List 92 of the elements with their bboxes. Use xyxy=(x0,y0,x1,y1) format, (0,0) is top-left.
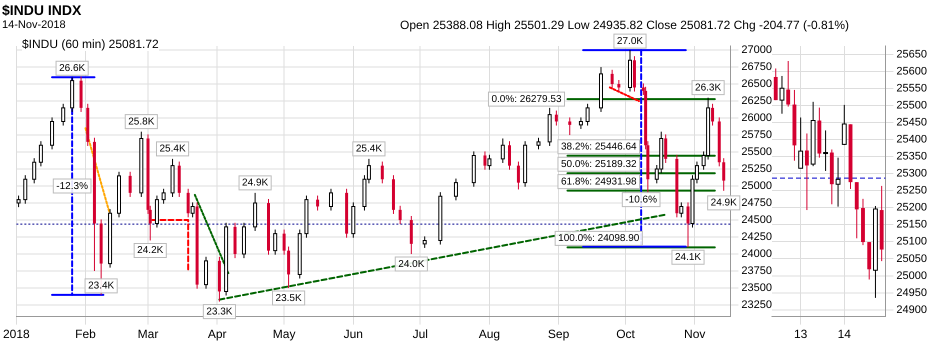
annotation: 24.1K xyxy=(674,252,702,263)
y-tick-label: 23250 xyxy=(741,299,772,312)
candlestick xyxy=(686,202,690,248)
y-tick-label: 25150 xyxy=(896,218,928,231)
y-tick-label: 25250 xyxy=(896,184,928,197)
annotation: 23.4K xyxy=(88,280,115,292)
candlestick xyxy=(664,134,668,164)
y-tick-label: 23500 xyxy=(741,282,772,294)
y-tick-label: 23750 xyxy=(741,265,772,278)
y-tick-label: 25300 xyxy=(896,168,928,180)
y-tick-label: 24900 xyxy=(896,304,928,316)
y-tick-label: 25500 xyxy=(896,100,928,112)
annotation: 24.9K xyxy=(710,198,738,209)
y-tick-label: 24950 xyxy=(896,286,928,299)
annotation: 23.3K xyxy=(206,306,233,318)
annotation: 26.3K xyxy=(695,82,722,94)
annotation: -10.6% xyxy=(625,194,658,206)
candlestick xyxy=(786,60,790,108)
candlestick xyxy=(610,69,614,89)
y-tick-label: 25000 xyxy=(896,270,928,282)
y-tick-label: 24750 xyxy=(741,197,772,210)
annotation: 24.2K xyxy=(137,245,164,256)
x-tick-label: Aug xyxy=(478,327,500,342)
candlestick xyxy=(316,195,320,212)
candlestick xyxy=(774,68,778,101)
y-tick-label: 25400 xyxy=(896,134,928,146)
x-tick-label: Apr xyxy=(208,327,227,342)
candlestick xyxy=(516,161,520,190)
y-tick-label: 25450 xyxy=(896,116,928,129)
candlestick xyxy=(617,79,620,92)
y-tick-label: 26750 xyxy=(741,61,772,74)
annotation: 61.8%: 24931.98 xyxy=(560,176,637,188)
annotation: 23.5K xyxy=(276,292,302,304)
annotation: 25.4K xyxy=(159,144,186,155)
annotation: 0.0%: 26279.53 xyxy=(491,94,562,105)
x-tick-label: Mar xyxy=(138,327,158,342)
y-tick-label: 25650 xyxy=(896,48,928,61)
y-tick-label: 25350 xyxy=(896,150,928,163)
candlestick xyxy=(804,132,809,211)
y-tick-label: 24000 xyxy=(741,248,772,260)
y-tick-label: 26250 xyxy=(741,95,772,108)
y-tick-label: 25050 xyxy=(896,252,928,265)
annotation: 25.4K xyxy=(356,144,382,155)
x-tick-label: 2018 xyxy=(2,327,30,342)
annotation: $INDU (60 min) 25081.72 xyxy=(22,37,159,51)
candlestick xyxy=(282,229,286,256)
annotation: 100.0%: 24098.90 xyxy=(558,233,640,244)
y-tick-label: 25250 xyxy=(741,163,772,176)
y-tick-label: 26000 xyxy=(741,112,772,124)
annotation: 27.0K xyxy=(616,36,644,47)
candlestick xyxy=(380,161,384,184)
candlestick xyxy=(287,246,290,289)
y-tick-label: 26500 xyxy=(741,78,772,90)
x-tick-label: Feb xyxy=(75,327,96,342)
candlestick xyxy=(554,110,558,126)
candlestick xyxy=(483,150,486,170)
candlestick xyxy=(568,116,572,136)
candlestick xyxy=(711,103,714,126)
x-tick-label: 14 xyxy=(838,327,852,342)
annotation: 25.8K xyxy=(128,116,155,128)
annotation: 24.0K xyxy=(398,258,425,270)
candlestick xyxy=(722,158,726,192)
y-tick-label: 25200 xyxy=(896,202,928,214)
x-tick-label: 13 xyxy=(794,327,808,342)
y-tick-label: 25550 xyxy=(896,82,928,95)
x-tick-label: May xyxy=(272,327,296,342)
annotation: 50.0%: 25189.32 xyxy=(560,158,637,170)
y-tick-label: 25600 xyxy=(896,66,928,78)
chart-title: $INDU INDX xyxy=(2,2,82,18)
candlestick xyxy=(398,205,402,225)
candlestick xyxy=(410,215,413,255)
candlestick xyxy=(186,188,190,218)
annotation: 26.6K xyxy=(59,63,86,74)
y-tick-label: 25500 xyxy=(741,146,772,158)
candlestick xyxy=(128,171,132,198)
y-tick-label: 24500 xyxy=(741,214,772,226)
x-tick-label: Jul xyxy=(412,327,428,342)
annotation: -12.3% xyxy=(56,180,88,192)
y-tick-label: 24250 xyxy=(741,231,772,244)
y-tick-label: 25750 xyxy=(741,129,772,142)
y-tick-label: 25000 xyxy=(741,180,772,192)
text: Open 25388.08 High 25501.29 Low 24935.82 Close 25081.72 Chg -204.77 (-0.81%) xyxy=(400,18,849,32)
x-tick-label: Nov xyxy=(684,327,706,342)
y-tick-label: 25100 xyxy=(896,236,928,248)
chart-subtitle: 14-Nov-2018 xyxy=(2,19,66,31)
y-tick-label: 27000 xyxy=(741,44,772,56)
x-tick-label: Sep xyxy=(548,327,570,342)
annotation: 38.2%: 25446.64 xyxy=(560,141,637,152)
annotation: 24.9K xyxy=(242,178,269,189)
x-tick-label: Jun xyxy=(344,327,363,342)
x-tick-label: Oct xyxy=(616,327,636,342)
candlestick xyxy=(508,140,511,170)
